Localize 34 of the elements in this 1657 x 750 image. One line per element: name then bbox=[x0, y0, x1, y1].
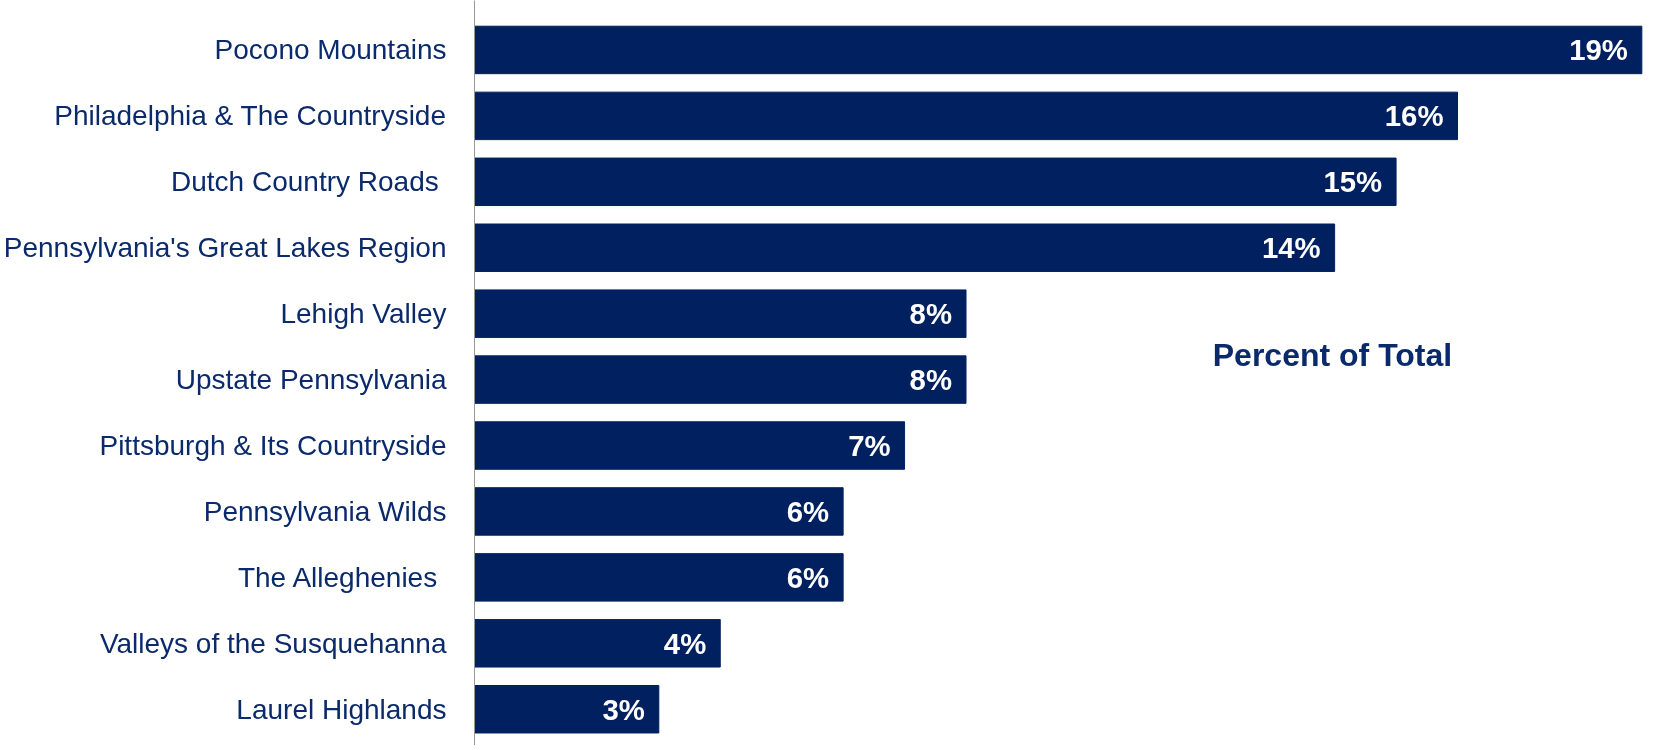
y-tick-label: Pennsylvania's Great Lakes Region bbox=[3, 232, 447, 264]
bar bbox=[474, 25, 1643, 75]
y-tick-label: Pocono Mountains bbox=[214, 34, 447, 66]
data-label: 4% bbox=[663, 626, 707, 660]
data-label: 3% bbox=[602, 692, 645, 726]
y-tick-label: Laurel Highlands bbox=[236, 693, 447, 725]
data-label: 15% bbox=[1323, 165, 1383, 199]
bar bbox=[474, 421, 906, 470]
bar bbox=[474, 619, 721, 668]
bar bbox=[474, 553, 844, 602]
bar bbox=[474, 289, 967, 338]
bar bbox=[474, 223, 1336, 272]
y-tick-label: Dutch Country Roads bbox=[171, 166, 439, 198]
bar bbox=[474, 685, 660, 734]
y-tick-label: The Alleghenies bbox=[237, 561, 438, 593]
bar bbox=[474, 355, 967, 404]
y-tick-label: Philadelphia & The Countryside bbox=[54, 100, 446, 132]
y-tick-label: Pennsylvania Wilds bbox=[203, 495, 447, 527]
data-label: 19% bbox=[1569, 33, 1628, 67]
bar bbox=[474, 157, 1397, 207]
data-label: 16% bbox=[1384, 99, 1444, 133]
y-tick-label: Lehigh Valley bbox=[280, 298, 447, 330]
data-label: 6% bbox=[786, 494, 830, 528]
y-tick-label: Pittsburgh & Its Countryside bbox=[99, 430, 447, 462]
data-label: 6% bbox=[786, 560, 830, 594]
data-label: 8% bbox=[909, 363, 953, 397]
data-label: 8% bbox=[909, 297, 953, 331]
annotation: Percent of Total bbox=[1212, 337, 1453, 373]
y-tick-label: Valleys of the Susquehanna bbox=[99, 627, 447, 659]
y-tick-label: Upstate Pennsylvania bbox=[175, 364, 447, 396]
bar bbox=[474, 91, 1459, 141]
data-label: 7% bbox=[848, 429, 891, 463]
bar bbox=[474, 487, 844, 536]
data-label: 14% bbox=[1261, 231, 1321, 265]
